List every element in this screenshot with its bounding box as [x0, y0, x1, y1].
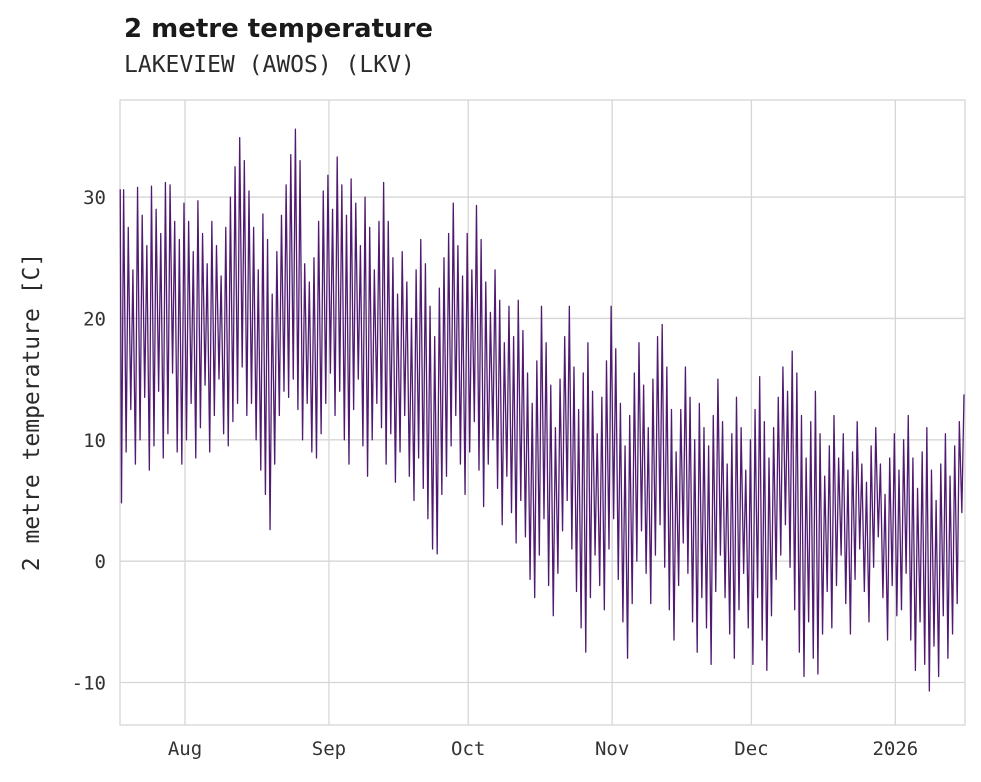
y-axis-label: 2 metre temperature [C] — [19, 252, 45, 572]
x-tick-label: Oct — [451, 738, 485, 760]
y-tick-label: 20 — [83, 308, 106, 330]
x-tick-label: Aug — [168, 738, 202, 760]
plot-border — [119, 99, 966, 726]
x-tick-label: 2026 — [872, 738, 918, 760]
y-tick-label: 10 — [83, 430, 106, 452]
y-tick-labels: -10 0 10 20 30 — [72, 187, 106, 694]
x-tick-label: Nov — [595, 738, 629, 760]
x-tick-label: Dec — [734, 738, 768, 760]
chart-title: 2 metre temperature — [124, 14, 433, 44]
y-tick-label: -10 — [72, 673, 106, 695]
chart-subtitle: LAKEVIEW (AWOS) (LKV) — [124, 52, 415, 78]
y-tick-label: 0 — [95, 551, 106, 573]
x-tick-label: Sep — [312, 738, 346, 760]
y-tick-label: 30 — [83, 187, 106, 209]
x-tick-labels: Aug Sep Oct Nov Dec 2026 — [168, 738, 918, 760]
temperature-line-series — [119, 128, 965, 692]
